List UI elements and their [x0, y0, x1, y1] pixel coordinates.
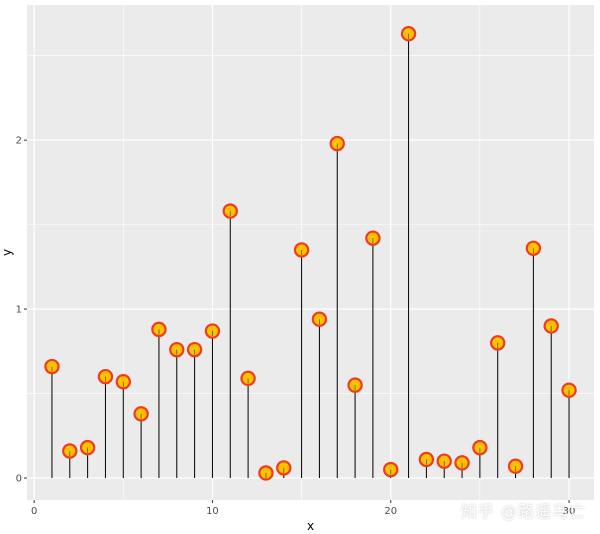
- y-axis-title: y: [0, 249, 14, 256]
- watermark: 知乎 @路遥马亡: [460, 502, 586, 521]
- y-tick-label: 2: [16, 136, 22, 147]
- y-tick-label: 0: [16, 474, 22, 485]
- y-tick-label: 1: [16, 305, 22, 316]
- x-tick-label: 20: [384, 506, 397, 517]
- stems: [51, 33, 570, 479]
- axes: 0 10 20 30 0 1 2: [16, 136, 576, 517]
- x-axis-title: x: [307, 519, 314, 533]
- x-tick-label: 30: [563, 506, 576, 517]
- plot-panel: [27, 5, 594, 500]
- x-tick-label: 0: [31, 506, 37, 517]
- x-tick-label: 10: [206, 506, 219, 517]
- points: [44, 26, 577, 481]
